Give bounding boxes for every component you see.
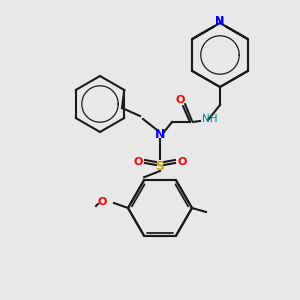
Circle shape: [214, 17, 226, 29]
Text: N: N: [155, 128, 165, 140]
Text: S: S: [155, 160, 164, 172]
Text: N: N: [215, 17, 225, 27]
Text: O: O: [177, 157, 187, 167]
Text: N: N: [215, 16, 225, 26]
Text: O: O: [97, 197, 107, 207]
Text: O: O: [133, 157, 143, 167]
Text: NH: NH: [202, 114, 218, 124]
Text: O: O: [175, 95, 185, 105]
